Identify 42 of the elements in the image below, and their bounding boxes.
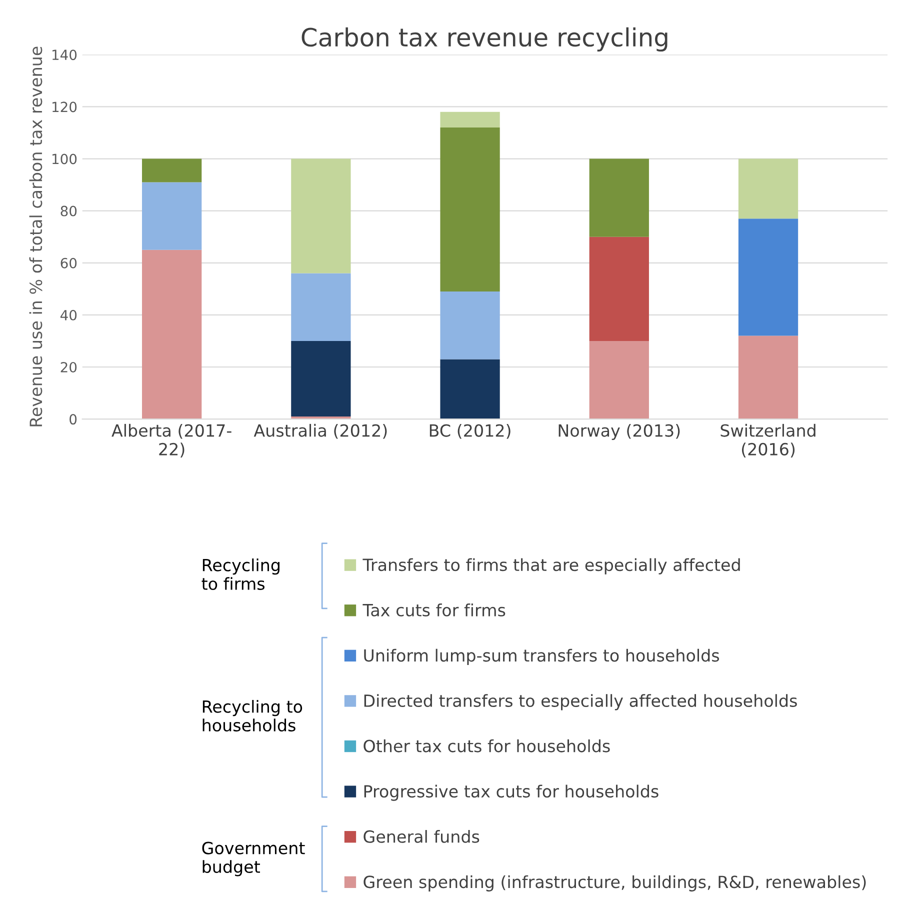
- legend-label: Progressive tax cuts for households: [364, 784, 658, 801]
- bar: [291, 158, 351, 274]
- bar: [738, 336, 798, 420]
- y-tick-label: 120: [52, 102, 77, 112]
- legend-label: Uniform lump-sum transfers to households: [364, 648, 720, 665]
- bar: [142, 182, 202, 250]
- legend-label: Tax cuts for firms: [362, 604, 506, 616]
- y-tick-label: 140: [52, 50, 77, 60]
- legend-label: Transfers to firms that are especially affected: [362, 558, 740, 574]
- text: Recycling to households: [202, 700, 302, 732]
- y-tick-label: 40: [60, 310, 77, 320]
- y-tick-label: 20: [60, 362, 77, 372]
- bar: [589, 158, 649, 237]
- y-tick-label: 60: [60, 258, 77, 268]
- bar: [440, 128, 500, 292]
- y-tick-label: 100: [52, 154, 77, 164]
- legend-label: Other tax cuts for households: [364, 739, 610, 752]
- chart-title: Carbon tax revenue recycling: [302, 27, 668, 52]
- bar: [291, 340, 351, 416]
- legend-label: General funds: [364, 830, 480, 843]
- legend-label: Green spending (infrastructure, buildings, R&D, renewables): [364, 875, 866, 892]
- text: Recycling to firms: [202, 558, 280, 590]
- bar: [291, 273, 351, 341]
- x-tick-label: Alberta (2017- 22): [112, 424, 232, 458]
- bar: [738, 218, 798, 336]
- bar: [589, 236, 649, 341]
- x-tick-label: Switzerland (2016): [720, 424, 816, 458]
- y-axis-title: Revenue use in % of total carbon tax revenue: [29, 46, 42, 426]
- bar: [440, 359, 500, 420]
- bar: [738, 158, 798, 219]
- x-tick-label: BC (2012): [430, 424, 510, 439]
- bar: [440, 292, 500, 360]
- x-tick-label: Norway (2013): [558, 424, 680, 440]
- y-tick-label: 80: [60, 206, 77, 216]
- bar: [589, 340, 649, 420]
- legend-label: Directed transfers to especially affected households: [364, 694, 797, 710]
- text: Government budget: [202, 842, 305, 876]
- bar: [440, 112, 500, 128]
- bar: [142, 158, 202, 182]
- bar: [142, 250, 202, 420]
- x-tick-label: Australia (2012): [254, 424, 387, 439]
- y-tick-label: 0: [70, 414, 77, 425]
